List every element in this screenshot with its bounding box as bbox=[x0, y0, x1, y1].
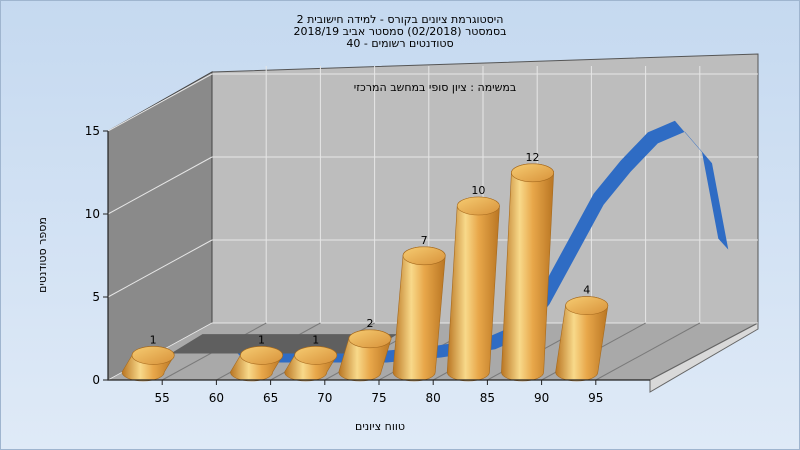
bar-top bbox=[240, 346, 283, 365]
side-grid-line bbox=[107, 239, 213, 298]
side-grid-line bbox=[107, 156, 213, 215]
y-tick-label: 5 bbox=[92, 290, 100, 304]
bar-data-label: 4 bbox=[583, 284, 590, 297]
bar-top bbox=[402, 246, 446, 266]
x-tick-label: 90 bbox=[534, 391, 549, 405]
histogram-bar: 7 bbox=[392, 234, 446, 382]
bar-data-label: 1 bbox=[312, 333, 319, 346]
distribution-ribbon-shadow bbox=[170, 334, 398, 354]
x-tick-label: 60 bbox=[209, 391, 224, 405]
histogram-bar: 4 bbox=[555, 284, 609, 382]
x-tick-label: 85 bbox=[480, 391, 495, 405]
bar-top bbox=[131, 346, 175, 365]
x-tick-label: 75 bbox=[371, 391, 386, 405]
bar-data-label: 2 bbox=[366, 317, 373, 330]
bar-data-label: 1 bbox=[258, 333, 265, 346]
x-tick-label: 70 bbox=[317, 391, 332, 405]
bar-data-label: 10 bbox=[471, 184, 485, 197]
bar-data-label: 12 bbox=[526, 151, 540, 164]
floor-depth-line bbox=[595, 322, 701, 381]
bar-data-label: 1 bbox=[150, 333, 157, 346]
bar-top bbox=[511, 163, 554, 183]
y-tick-label: 15 bbox=[85, 124, 100, 138]
chart-subtitle: במשימה : ציון סופי במחשב המרכזי bbox=[354, 81, 517, 94]
y-axis-title: מספר סטודנטים bbox=[36, 217, 49, 293]
chart-title-line-1: היסטוגרמת ציונים בקורס - למידה חישובית 2 bbox=[296, 13, 504, 26]
histogram-bar: 1 bbox=[284, 333, 338, 382]
distribution-line bbox=[170, 120, 729, 363]
axes-group: 0 5 10 15 55 60 65 70 75 80 85 90 95 bbox=[85, 124, 650, 405]
x-tick-label: 55 bbox=[155, 391, 170, 405]
bar-top bbox=[565, 296, 609, 315]
y-tick-label: 10 bbox=[85, 207, 100, 221]
floor-ledge bbox=[649, 322, 759, 393]
bar-top bbox=[348, 329, 392, 349]
histogram-bar: 2 bbox=[338, 317, 392, 382]
x-tick-label: 95 bbox=[588, 391, 603, 405]
distribution-ribbon bbox=[235, 120, 729, 363]
x-axis-title: טווח ציונים bbox=[355, 420, 405, 433]
chart-title-line-3: סטודנטים רשומים - 40 bbox=[346, 37, 454, 50]
side-grid-line bbox=[107, 73, 213, 132]
chart-title-line-2: בסמסטר (02/2018) סמסטר אביב 2018/19 bbox=[293, 25, 507, 38]
histogram-bar: 1 bbox=[121, 333, 175, 382]
bar-data-label: 7 bbox=[421, 234, 428, 247]
x-tick-label: 80 bbox=[426, 391, 441, 405]
histogram-bar: 12 bbox=[501, 151, 554, 382]
y-tick-label: 0 bbox=[92, 373, 100, 387]
bar-top bbox=[456, 196, 500, 216]
bar-top bbox=[294, 346, 338, 365]
x-tick-label: 65 bbox=[263, 391, 278, 405]
